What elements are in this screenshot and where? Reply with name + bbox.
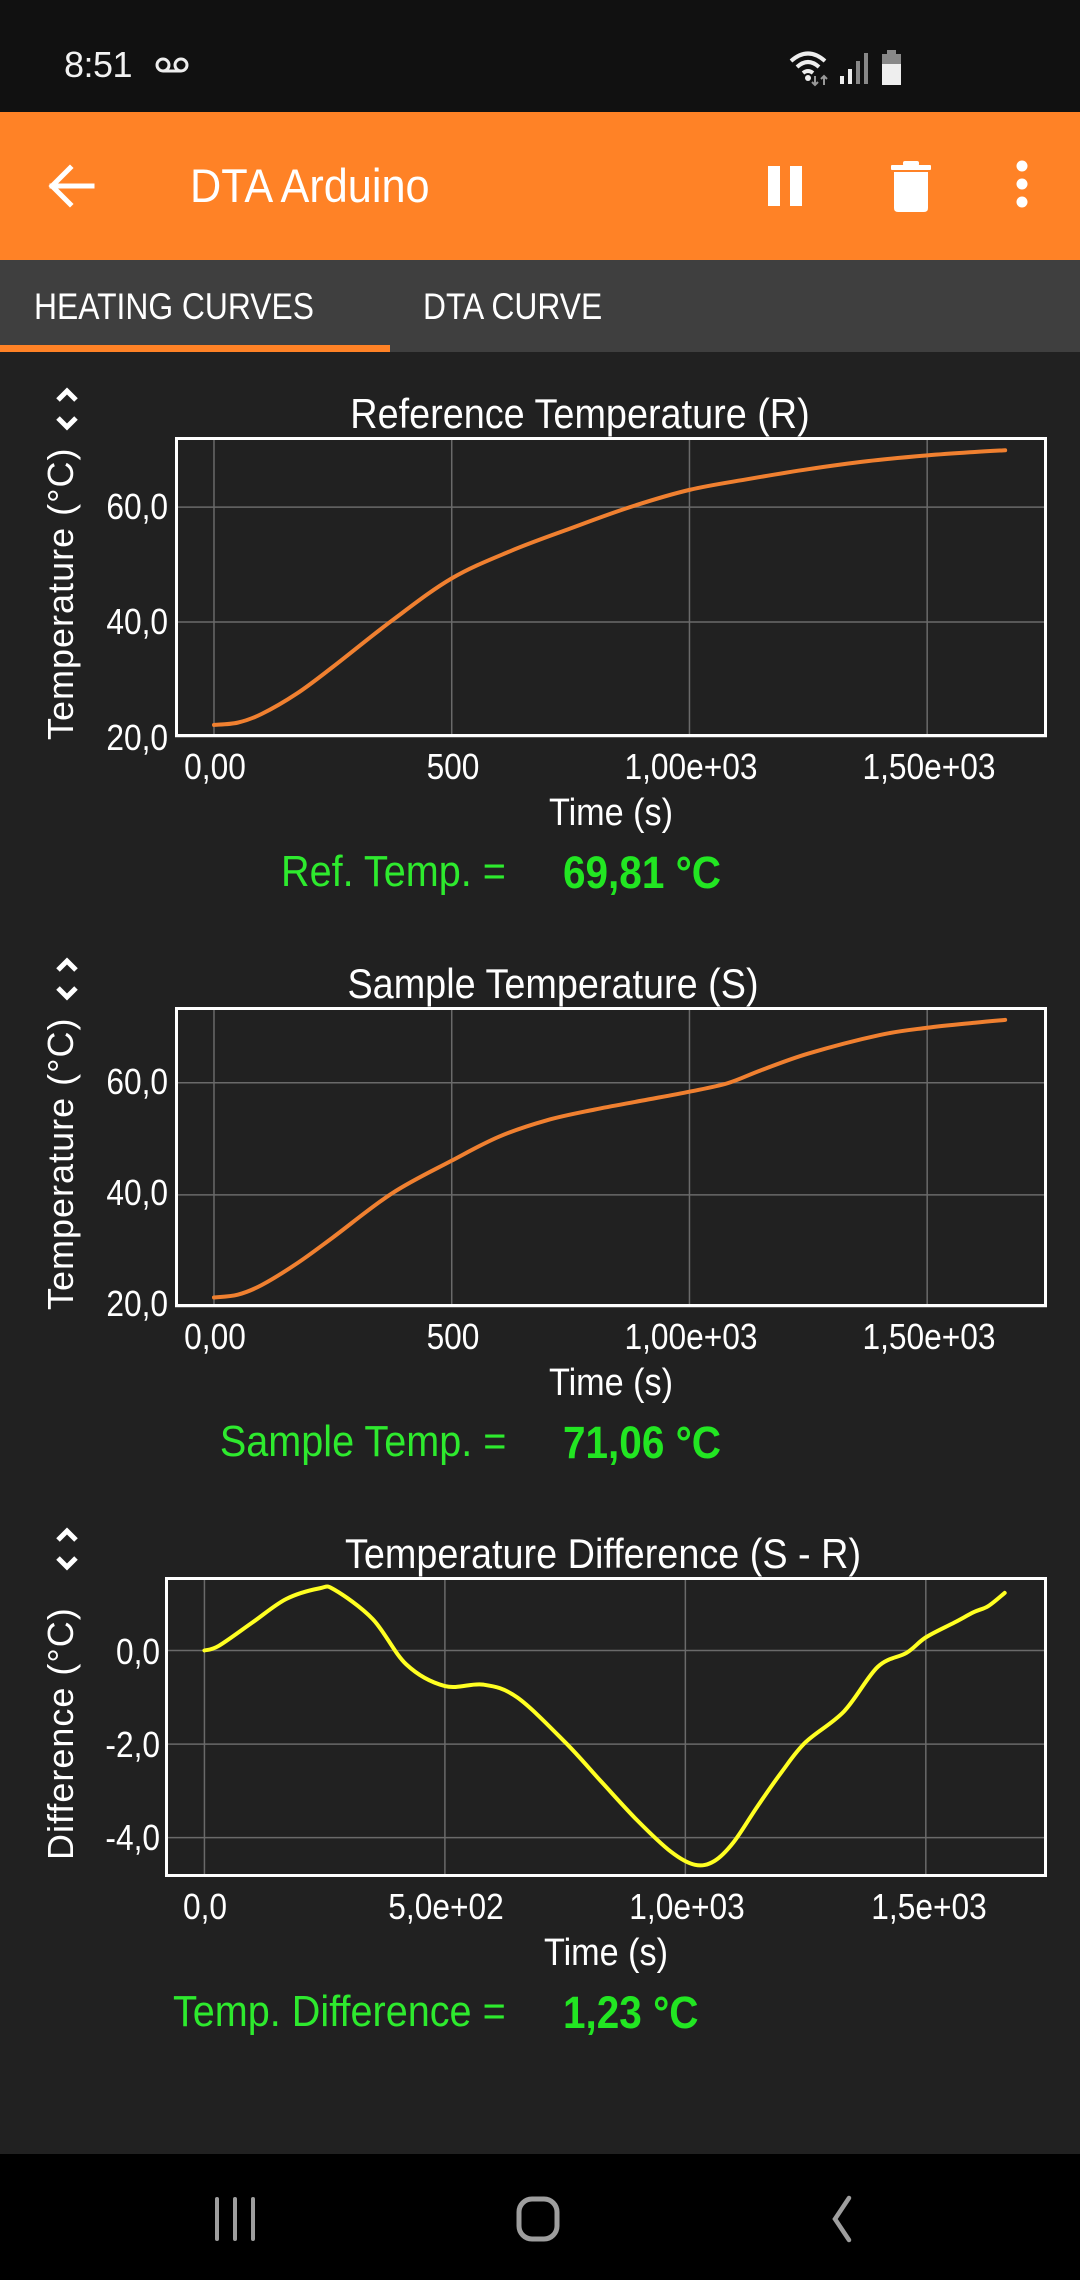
back-arrow-icon[interactable] [44, 160, 98, 212]
sample-plot-area[interactable] [175, 1007, 1047, 1308]
chart-sample: Sample Temperature (S) Temperature (°C) … [0, 940, 1080, 1510]
x-tick: 1,00e+03 [624, 1316, 758, 1357]
plot-frame [175, 437, 1047, 737]
x-axis-label: Time (s) [543, 1932, 669, 1974]
x-tick: 1,5e+03 [871, 1886, 987, 1927]
zoom-arrows-icon[interactable] [50, 384, 84, 440]
more-vert-icon[interactable] [1004, 158, 1040, 214]
data-series-line [211, 448, 1008, 727]
y-tick: 40,0 [106, 1172, 168, 1213]
voicemail-icon [155, 57, 189, 73]
x-tick: 500 [426, 746, 480, 787]
status-bar: 8:51 [0, 0, 1080, 112]
app-title: DTA Arduino [190, 159, 430, 212]
y-tick: 40,0 [106, 601, 168, 642]
y-tick: 60,0 [106, 486, 168, 527]
y-tick: 20,0 [106, 1283, 168, 1324]
tab-dta-curve[interactable]: DTA CURVE [423, 286, 603, 327]
sample-temp-label: Sample Temp. = [219, 1417, 506, 1466]
signal-icon [840, 53, 868, 84]
x-tick: 0,0 [182, 1886, 228, 1927]
y-tick: -4,0 [105, 1817, 160, 1858]
chart-title: Sample Temperature (S) [347, 960, 759, 1007]
tab-heating-curves[interactable]: HEATING CURVES [34, 286, 314, 327]
difference-plot-area[interactable] [165, 1577, 1047, 1877]
plot-frame [175, 1007, 1047, 1307]
x-tick: 1,50e+03 [862, 746, 996, 787]
x-tick: 500 [426, 1316, 480, 1357]
reference-plot-area[interactable] [175, 437, 1047, 738]
home-icon[interactable] [503, 2184, 573, 2254]
system-nav-bar [0, 2154, 1080, 2280]
tab-bar: HEATING CURVES DTA CURVE [0, 260, 1080, 352]
chart-difference: Temperature Difference (S - R) Differenc… [0, 1510, 1080, 2080]
data-series-line [211, 1017, 1008, 1300]
y-tick: 0,0 [115, 1631, 160, 1672]
x-axis-label: Time (s) [548, 792, 674, 834]
battery-icon [882, 50, 901, 85]
chart-title: Reference Temperature (R) [350, 390, 810, 437]
y-tick: 60,0 [106, 1061, 168, 1102]
back-icon[interactable] [805, 2184, 875, 2254]
plot-frame [165, 1577, 1047, 1877]
trash-icon[interactable] [888, 158, 934, 214]
y-tick: 20,0 [106, 717, 168, 758]
chart-title: Temperature Difference (S - R) [344, 1530, 862, 1577]
x-axis-label: Time (s) [548, 1362, 674, 1404]
temp-difference-label: Temp. Difference = [173, 1987, 506, 2036]
sample-temp-value: 71,06 °C [563, 1417, 722, 1468]
tab-indicator [0, 345, 390, 352]
chart-reference: Reference Temperature (R) Temperature (°… [0, 370, 1080, 940]
x-tick: 1,0e+03 [629, 1886, 745, 1927]
ref-temp-value: 69,81 °C [563, 847, 722, 898]
x-tick: 0,00 [184, 746, 246, 787]
zoom-arrows-icon[interactable] [50, 1524, 84, 1580]
temp-difference-value: 1,23 °C [563, 1987, 699, 2038]
pause-icon[interactable] [764, 162, 808, 210]
wifi-icon [789, 51, 828, 87]
data-series-line [202, 1584, 1007, 1868]
zoom-arrows-icon[interactable] [50, 954, 84, 1010]
x-tick: 0,00 [184, 1316, 246, 1357]
recents-icon[interactable] [200, 2184, 270, 2254]
y-tick: -2,0 [105, 1724, 160, 1765]
app-bar: DTA Arduino [0, 112, 1080, 260]
x-tick: 1,00e+03 [624, 746, 758, 787]
x-tick: 1,50e+03 [862, 1316, 996, 1357]
x-tick: 5,0e+02 [388, 1886, 504, 1927]
ref-temp-label: Ref. Temp. = [281, 847, 506, 896]
status-time: 8:51 [64, 44, 133, 85]
